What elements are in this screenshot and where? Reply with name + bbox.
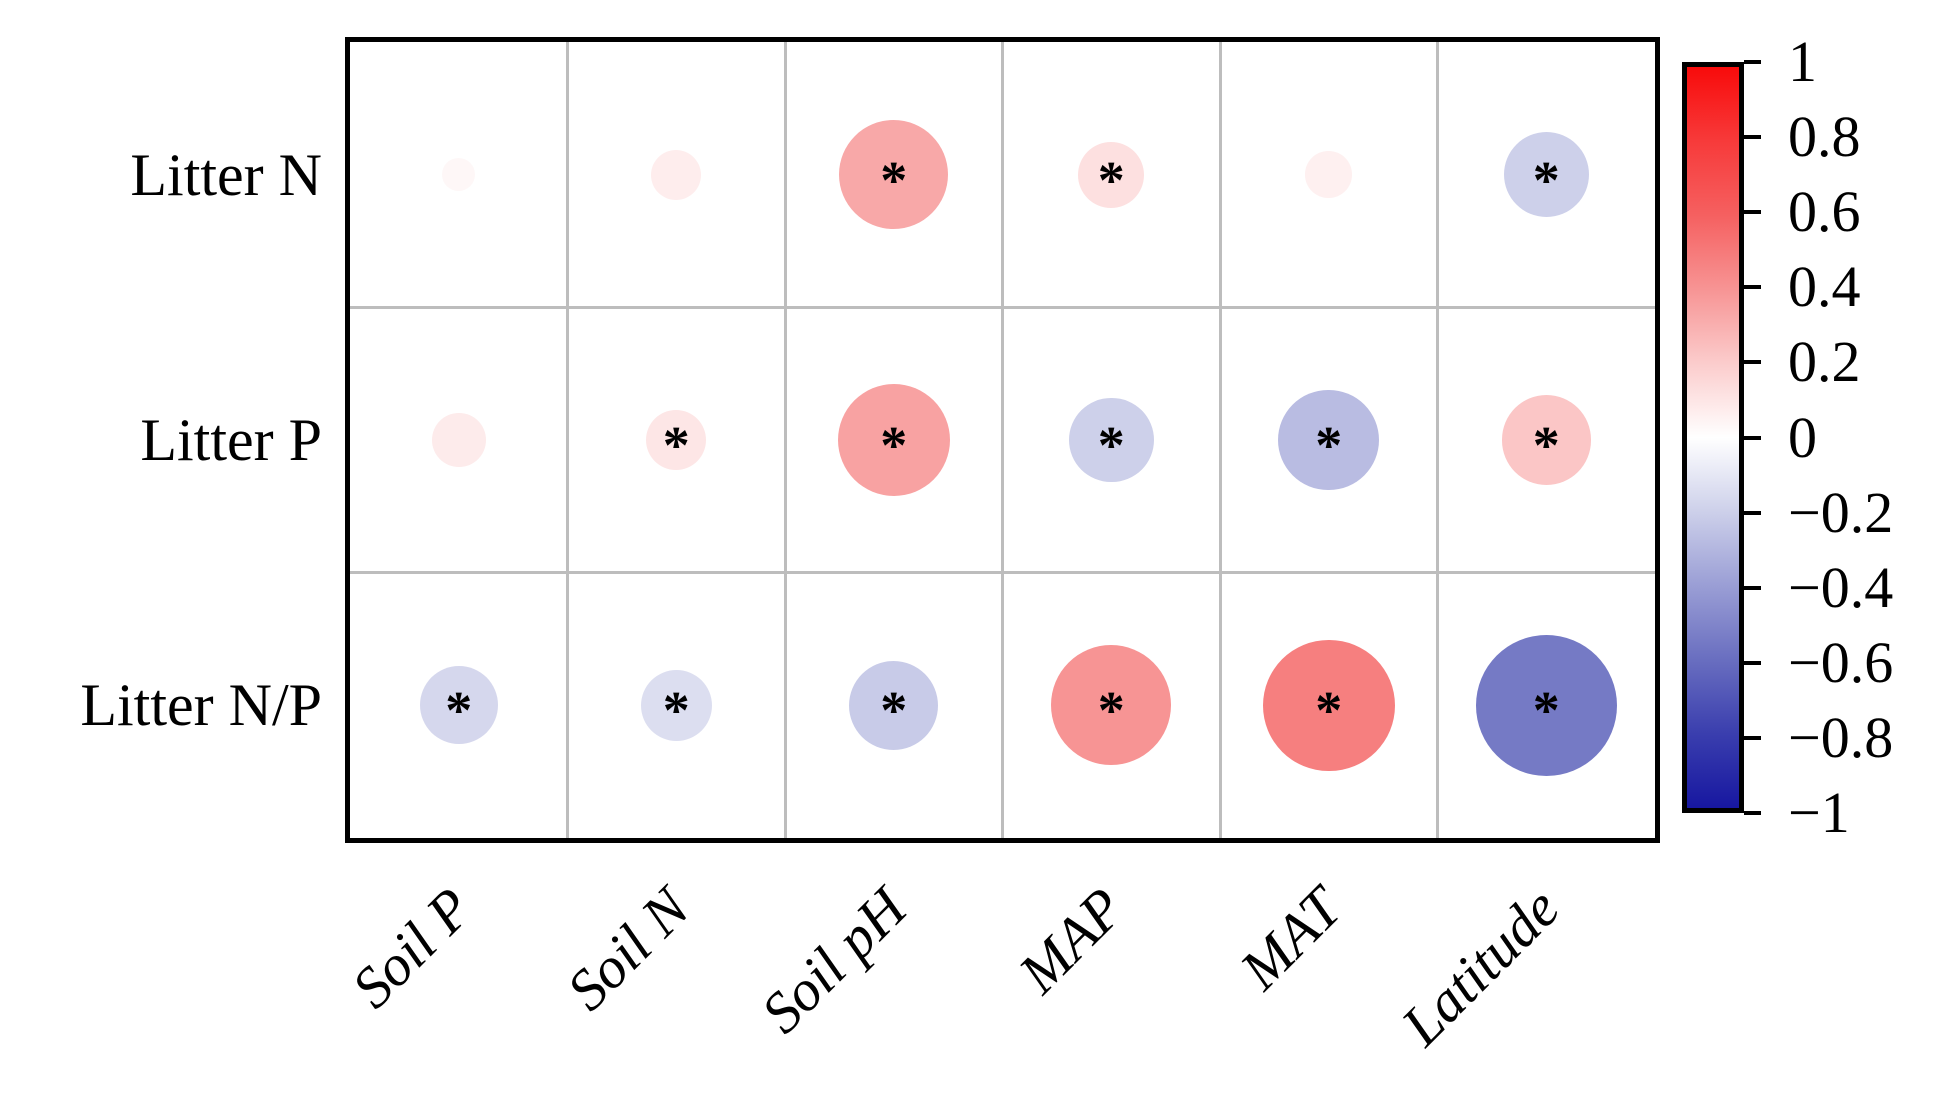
significance-asterisk: * [1097, 680, 1125, 741]
colorbar-tick-label: −1 [1788, 780, 1850, 845]
colorbar-tick-label: −0.8 [1788, 704, 1894, 770]
colorbar-tick [1744, 285, 1761, 290]
correlation-bubble: * [849, 660, 939, 750]
x-axis-label: MAT [1227, 875, 1354, 1002]
correlation-bubble: * [419, 666, 498, 745]
correlation-bubble [442, 158, 476, 192]
y-axis-label: Litter N/P [80, 672, 322, 739]
x-axis-label: Soil P [338, 875, 484, 1021]
colorbar-tick-label: 0.4 [1788, 254, 1861, 320]
grid-line-horizontal [350, 571, 1655, 575]
significance-asterisk: * [880, 150, 908, 211]
colorbar-tick [1744, 435, 1761, 440]
significance-asterisk: * [1532, 680, 1560, 741]
grid-line-vertical [783, 42, 787, 838]
correlation-bubble: * [1475, 634, 1617, 776]
correlation-bubble: * [1068, 397, 1154, 483]
grid-line-horizontal [350, 305, 1655, 309]
correlation-bubble: * [1501, 395, 1591, 485]
x-axis-label: Soil N [554, 875, 702, 1023]
colorbar-tick-label: 0.2 [1788, 329, 1861, 395]
colorbar-tick-label: 0.8 [1788, 104, 1861, 170]
grid-line-vertical [1218, 42, 1222, 838]
colorbar-tick [1744, 585, 1761, 590]
colorbar-tick [1744, 210, 1761, 215]
colorbar-tick-label: −0.6 [1788, 629, 1894, 695]
x-axis-label: Latitude [1388, 875, 1572, 1058]
colorbar-tick-label: 0 [1788, 404, 1817, 470]
colorbar-tick [1744, 135, 1761, 140]
correlation-bubble: * [1051, 645, 1172, 766]
correlation-bubble: * [1262, 639, 1395, 772]
significance-asterisk: * [662, 415, 690, 476]
significance-asterisk: * [1315, 415, 1343, 476]
correlation-bubble: * [1278, 389, 1379, 491]
colorbar-tick-label: 0.6 [1788, 179, 1861, 245]
colorbar-tick-label: −0.2 [1788, 479, 1894, 545]
correlation-bubble [651, 149, 702, 200]
correlation-bubble: * [1078, 141, 1145, 211]
grid-line-vertical [1436, 42, 1439, 838]
grid-line-vertical [1001, 42, 1004, 838]
x-axis-label: Soil pH [748, 875, 919, 1046]
colorbar-tick [1744, 60, 1761, 64]
colorbar-tick [1744, 360, 1761, 365]
colorbar-tick [1744, 660, 1761, 665]
correlation-bubble: * [837, 383, 950, 497]
significance-asterisk: * [880, 415, 908, 476]
significance-asterisk: * [1097, 150, 1125, 211]
significance-asterisk: * [880, 680, 908, 741]
y-axis-label: Litter P [140, 407, 322, 473]
correlation-bubble [431, 413, 486, 467]
y-axis-label: Litter N [130, 141, 322, 208]
colorbar-tick [1744, 811, 1761, 815]
colorbar-tick-label: 1 [1788, 29, 1817, 94]
colorbar-tick [1744, 510, 1761, 515]
significance-asterisk: * [1315, 680, 1343, 741]
significance-asterisk: * [662, 680, 690, 741]
significance-asterisk: * [1097, 415, 1125, 476]
correlation-bubble [1305, 151, 1352, 198]
grid-line-vertical [566, 42, 569, 838]
colorbar-tick [1744, 735, 1761, 740]
significance-asterisk: * [445, 680, 473, 741]
correlation-bubble: * [646, 409, 707, 476]
correlation-bubble: * [1503, 132, 1589, 218]
significance-asterisk: * [1532, 150, 1560, 211]
colorbar-gradient [1682, 62, 1744, 813]
correlation-bubble: * [839, 120, 949, 230]
significance-asterisk: * [1532, 415, 1560, 476]
correlation-bubble: * [640, 669, 712, 741]
colorbar-tick-label: −0.4 [1788, 554, 1894, 620]
x-axis-label: MAP [1006, 875, 1137, 1006]
plot-area: * * * * * * * * * * * * * * [345, 37, 1660, 843]
